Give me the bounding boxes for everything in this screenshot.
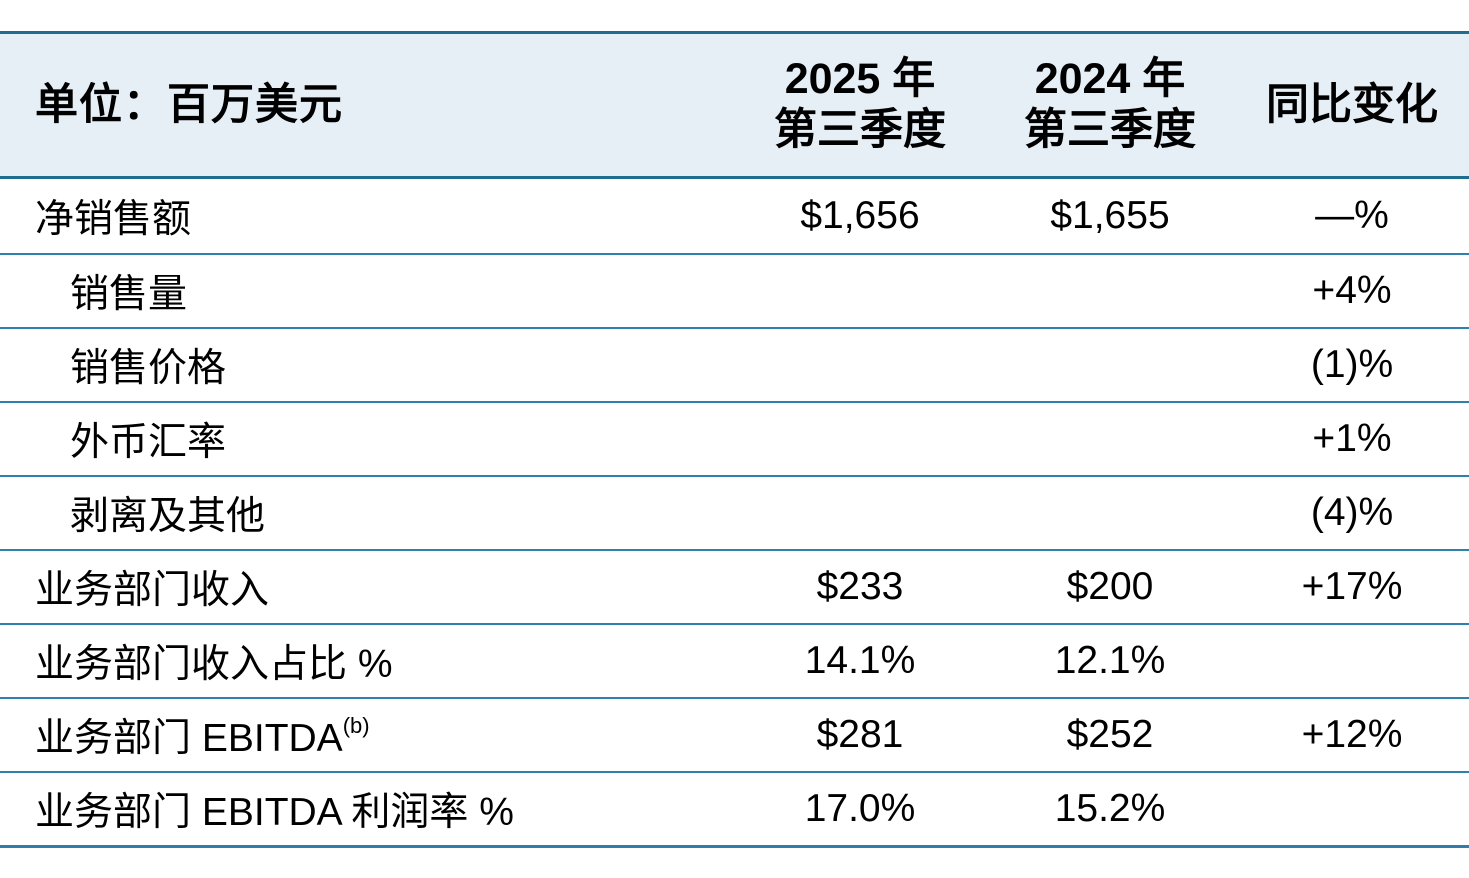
- value-yoy-change: +1%: [1312, 417, 1392, 460]
- table-row-segment-income: 业务部门收入 $233 $200 +17%: [0, 549, 1469, 623]
- value-q3-2025: 17.0%: [804, 787, 916, 830]
- value-yoy-change: +4%: [1312, 269, 1392, 312]
- table-row-price: 销售价格 (1)%: [0, 327, 1469, 401]
- header-col-yoy-change: 同比变化: [1266, 80, 1438, 129]
- header-col-q3-2025-line1: 2025 年: [784, 55, 936, 104]
- row-label: 业务部门收入: [35, 569, 270, 612]
- value-q3-2024: $200: [1066, 565, 1154, 608]
- header-col-q3-2024-line2: 第三季度: [1024, 106, 1196, 154]
- value-yoy-change: (1)%: [1310, 343, 1394, 386]
- row-label: 外币汇率: [70, 421, 227, 464]
- value-yoy-change: (4)%: [1310, 491, 1394, 534]
- row-label: 业务部门 EBITDA(b): [0, 707, 735, 763]
- row-label: 业务部门 EBITDA 利润率 %: [35, 791, 514, 834]
- value-q3-2024: $252: [1066, 713, 1154, 756]
- header-col-q3-2025: 2025 年 第三季度: [735, 54, 985, 155]
- table-row-net-sales: 净销售额 $1,656 $1,655 —%: [0, 179, 1469, 253]
- value-q3-2024: $1,655: [1050, 194, 1170, 237]
- header-col-q3-2024: 2024 年 第三季度: [985, 54, 1235, 155]
- header-col-q3-2024-line1: 2024 年: [1034, 55, 1186, 104]
- table-row-volume: 销售量 +4%: [0, 253, 1469, 327]
- table-row-segment-income-margin: 业务部门收入占比 % 14.1% 12.1%: [0, 623, 1469, 697]
- value-q3-2025: $233: [816, 565, 904, 608]
- value-q3-2025: $281: [816, 713, 904, 756]
- table-row-segment-ebitda: 业务部门 EBITDA(b) $281 $252 +12%: [0, 697, 1469, 771]
- row-label: 销售价格: [70, 347, 227, 390]
- quarterly-results-table: 单位：百万美元 2025 年 第三季度 2024 年 第三季度 同比变化 净销售…: [0, 31, 1469, 848]
- table-header: 单位：百万美元 2025 年 第三季度 2024 年 第三季度 同比变化: [0, 31, 1469, 179]
- footnote-marker: (b): [342, 713, 370, 738]
- row-label: 业务部门收入占比 %: [35, 643, 393, 686]
- table-row-divestitures-other: 剥离及其他 (4)%: [0, 475, 1469, 549]
- header-col-q3-2025-line2: 第三季度: [774, 106, 946, 154]
- value-q3-2024: 15.2%: [1054, 787, 1166, 830]
- row-label: 净销售额: [35, 198, 192, 241]
- row-label: 剥离及其他: [70, 495, 266, 538]
- value-yoy-change: —%: [1315, 194, 1389, 237]
- value-q3-2025: 14.1%: [804, 639, 916, 682]
- value-yoy-change: +17%: [1301, 565, 1403, 608]
- value-q3-2024: 12.1%: [1054, 639, 1166, 682]
- row-label-text: 业务部门 EBITDA: [35, 717, 343, 760]
- value-q3-2025: $1,656: [800, 194, 920, 237]
- value-yoy-change: +12%: [1301, 713, 1403, 756]
- table-row-segment-ebitda-margin: 业务部门 EBITDA 利润率 % 17.0% 15.2%: [0, 771, 1469, 845]
- header-unit-label: 单位：百万美元: [35, 80, 343, 129]
- row-label: 销售量: [70, 273, 188, 316]
- table-row-foreign-currency: 外币汇率 +1%: [0, 401, 1469, 475]
